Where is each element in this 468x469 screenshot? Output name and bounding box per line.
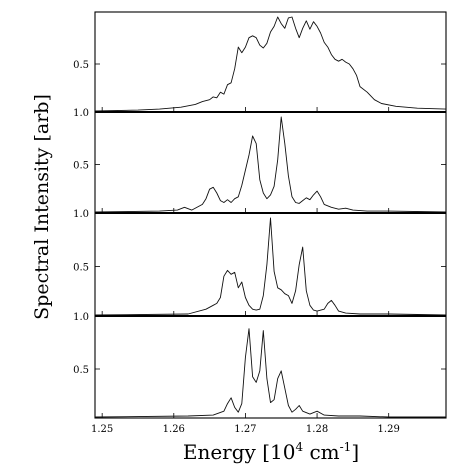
y-tick-label: 1.0 — [73, 108, 89, 119]
x-axis-label-close: ] — [351, 440, 359, 464]
y-tick-label: 0.5 — [73, 365, 89, 376]
x-axis-label: Energy [104 cm-1] — [183, 440, 359, 464]
spectrum-panel-1: 0.5 — [73, 16, 447, 112]
x-axis: 1.25 1.26 1.27 1.28 1.29 — [91, 424, 400, 435]
spectrum-line — [94, 217, 447, 316]
x-tick-label: 1.25 — [91, 424, 113, 435]
spectrum-panel-2: 1.0 0.5 — [73, 108, 447, 213]
spectrum-panel-4: 1.0 0.5 — [73, 312, 446, 418]
x-axis-label-main: Energy [10 — [183, 440, 296, 464]
y-tick-label: 1.0 — [73, 209, 89, 220]
x-axis-label-unit: cm — [303, 440, 340, 464]
x-tick-label: 1.29 — [378, 424, 400, 435]
x-tick-label: 1.26 — [163, 424, 185, 435]
spectrum-line — [94, 16, 447, 112]
y-tick-label: 0.5 — [73, 60, 89, 71]
x-tick-label: 1.27 — [234, 424, 256, 435]
spectrum-line — [94, 328, 446, 418]
spectrum-panel-3: 1.0 0.5 — [73, 209, 447, 316]
y-axis-label: Spectral Intensity [arb] — [31, 94, 53, 320]
x-tick-label: 1.28 — [306, 424, 328, 435]
y-tick-label: 1.0 — [73, 312, 89, 323]
panels-layer: 0.5 1.0 0.5 1.0 0.5 1.0 0.5 — [73, 11, 447, 419]
spectrum-line — [94, 116, 447, 213]
plot-frame — [94, 11, 447, 419]
x-axis-label-unit-exponent: -1 — [340, 440, 352, 454]
y-tick-label: 0.5 — [73, 263, 89, 274]
x-axis-label-exponent: 4 — [295, 440, 303, 454]
y-tick-label: 0.5 — [73, 161, 89, 172]
